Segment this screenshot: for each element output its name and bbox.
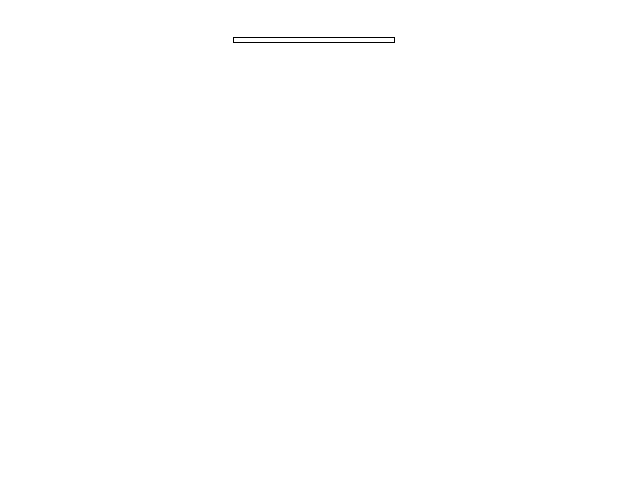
chart-legend	[233, 37, 395, 43]
hodograph	[432, 4, 570, 130]
